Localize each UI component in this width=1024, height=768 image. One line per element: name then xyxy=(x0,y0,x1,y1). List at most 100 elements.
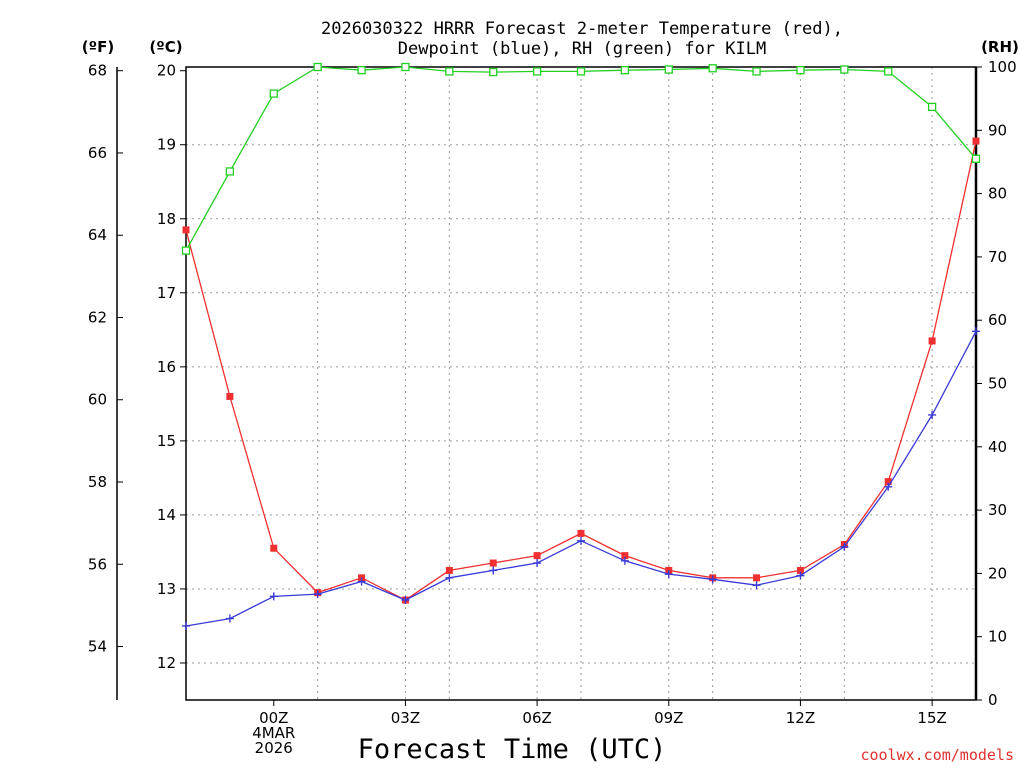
fahrenheit-tick-label-68: 68 xyxy=(88,62,107,80)
dewpoint-point-9 xyxy=(577,536,585,545)
rh-point-13 xyxy=(752,67,761,76)
dewpoint-point-1 xyxy=(225,614,234,623)
series-dewpoint xyxy=(182,327,980,630)
dewpoint-point-18 xyxy=(972,327,980,336)
dewpoint-point-10 xyxy=(620,556,629,565)
fahrenheit-tick-label-62: 62 xyxy=(88,308,107,326)
temperature-point-8 xyxy=(533,552,541,560)
rh-point-4 xyxy=(357,66,366,75)
plot-frame xyxy=(185,66,977,701)
chart-title-line-2: Dewpoint (blue), RH (green) for KILM xyxy=(398,39,766,59)
temperature-point-1 xyxy=(226,392,234,400)
fahrenheit-tick-label-66: 66 xyxy=(88,144,107,162)
temperature-point-0 xyxy=(182,226,190,234)
fahrenheit-tick-label-54: 54 xyxy=(88,638,107,656)
rh-unit-label: (RH) xyxy=(981,38,1019,56)
rh-tick-label-0: 0 xyxy=(988,691,998,709)
x-tick-label-15-0: 15Z xyxy=(917,709,946,727)
rh-point-9 xyxy=(576,67,586,76)
celsius-unit-label: (ºC) xyxy=(149,38,182,56)
rh-point-5 xyxy=(401,62,410,72)
temperature-point-17 xyxy=(928,337,936,345)
celsius-tick-label-16: 16 xyxy=(157,358,176,376)
temperature-point-13 xyxy=(753,574,761,582)
temperature-point-2 xyxy=(270,544,278,552)
rh-point-16 xyxy=(884,67,893,76)
temperature-point-14 xyxy=(796,566,804,574)
rh-point-6 xyxy=(445,67,454,76)
axes: 12 13 14 15 16 17 18 19 20 54 56 58 60 62 64 66 68 0 10 20 3… xyxy=(88,58,1017,757)
series-temperature xyxy=(182,137,980,604)
dewpoint-point-15 xyxy=(840,542,849,551)
x-tick-label-0-1: 4MAR xyxy=(252,724,295,742)
dewpoint-point-16 xyxy=(884,482,893,491)
temperature-point-7 xyxy=(489,559,497,567)
dewpoint-point-11 xyxy=(664,570,673,579)
dewpoint-point-14 xyxy=(796,571,805,580)
rh-point-2 xyxy=(269,89,278,98)
x-tick-label-6-0: 06Z xyxy=(522,709,551,727)
rh-point-17 xyxy=(927,102,937,112)
rh-tick-label-50: 50 xyxy=(988,375,1007,393)
rh-point-0 xyxy=(181,246,191,255)
rh-tick-label-30: 30 xyxy=(988,501,1007,519)
rh-tick-label-80: 80 xyxy=(988,185,1007,203)
dewpoint-point-6 xyxy=(445,573,454,582)
grid-lines xyxy=(186,67,976,700)
dewpoint-line xyxy=(185,330,977,627)
fahrenheit-tick-label-60: 60 xyxy=(88,391,107,409)
source-credit: coolwx.com/models xyxy=(860,746,1014,764)
dewpoint-point-4 xyxy=(357,577,366,586)
celsius-tick-label-15: 15 xyxy=(157,432,176,450)
temperature-point-18 xyxy=(972,137,980,145)
fahrenheit-tick-label-64: 64 xyxy=(88,226,107,244)
rh-point-12 xyxy=(708,64,717,73)
temperature-point-16 xyxy=(884,478,892,486)
rh-tick-label-20: 20 xyxy=(988,564,1007,582)
celsius-tick-label-14: 14 xyxy=(157,506,176,524)
dewpoint-point-2 xyxy=(269,592,278,601)
dewpoint-point-13 xyxy=(752,581,761,590)
fahrenheit-tick-label-58: 58 xyxy=(88,473,107,491)
rh-tick-label-60: 60 xyxy=(988,311,1007,329)
celsius-tick-label-17: 17 xyxy=(157,284,176,302)
celsius-tick-label-20: 20 xyxy=(157,62,176,80)
data-series xyxy=(181,62,981,630)
temperature-point-6 xyxy=(445,566,453,574)
dewpoint-point-8 xyxy=(533,559,542,568)
rh-point-1 xyxy=(225,167,235,176)
rh-point-15 xyxy=(840,65,849,74)
rh-point-8 xyxy=(532,67,542,76)
rh-point-7 xyxy=(489,67,498,77)
rh-tick-label-70: 70 xyxy=(988,248,1007,266)
fahrenheit-unit-label: (ºF) xyxy=(82,38,114,56)
celsius-tick-label-12: 12 xyxy=(157,654,176,672)
fahrenheit-tick-label-56: 56 xyxy=(88,555,107,573)
rh-point-3 xyxy=(313,62,322,72)
celsius-tick-label-18: 18 xyxy=(157,210,176,228)
rh-tick-label-10: 10 xyxy=(988,628,1007,646)
celsius-tick-label-13: 13 xyxy=(157,580,176,598)
dewpoint-point-7 xyxy=(489,566,498,575)
dewpoint-point-12 xyxy=(708,575,717,584)
dewpoint-point-0 xyxy=(182,621,190,630)
x-tick-label-0-0: 00Z xyxy=(259,709,288,727)
rh-point-10 xyxy=(620,66,630,75)
chart-title-line-1: 2026030322 HRRR Forecast 2-meter Tempera… xyxy=(321,19,843,39)
rh-tick-label-40: 40 xyxy=(988,438,1007,456)
celsius-tick-label-19: 19 xyxy=(157,136,176,154)
rh-tick-label-90: 90 xyxy=(988,121,1007,139)
x-axis-label: Forecast Time (UTC) xyxy=(358,734,667,765)
temperature-point-9 xyxy=(577,529,585,537)
x-tick-label-3-0: 03Z xyxy=(391,709,420,727)
temperature-point-10 xyxy=(621,552,629,560)
x-tick-label-9-0: 09Z xyxy=(654,709,683,727)
dewpoint-point-3 xyxy=(313,590,322,599)
rh-point-14 xyxy=(796,66,805,75)
x-tick-label-12-0: 12Z xyxy=(786,709,815,727)
rh-point-18 xyxy=(971,154,981,163)
series-rh xyxy=(181,62,981,255)
dewpoint-point-5 xyxy=(401,596,410,605)
rh-point-11 xyxy=(664,65,673,74)
